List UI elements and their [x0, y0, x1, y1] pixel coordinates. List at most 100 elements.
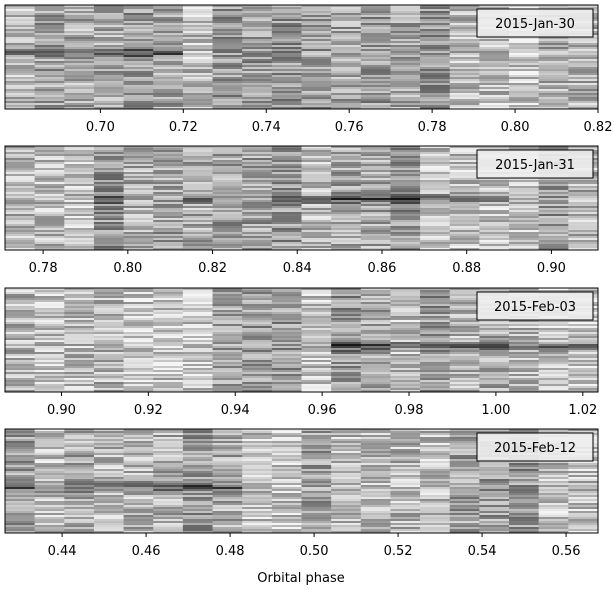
spectrum-pixel — [5, 467, 36, 470]
spectrum-pixel — [568, 382, 599, 385]
spectrum-pixel — [568, 39, 599, 42]
spectrum-pixel — [5, 344, 36, 347]
spectrum-pixel — [64, 529, 95, 532]
spectrum-pixel — [64, 324, 95, 327]
spectrum-pixel — [153, 9, 184, 12]
spectrum-pixel — [538, 53, 569, 56]
spectrum-pixel — [331, 77, 362, 80]
spectrum-pixel — [64, 67, 95, 70]
spectrum-pixel — [123, 11, 154, 14]
spectrum-pixel — [331, 360, 362, 363]
spectrum-pixel — [449, 467, 480, 470]
spectrum-pixel — [5, 290, 36, 293]
spectrum-pixel — [420, 296, 451, 299]
spectrum-pixel — [5, 318, 36, 321]
spectrum-pixel — [568, 467, 599, 470]
spectrum-pixel — [390, 105, 421, 108]
spectrum-pixel — [390, 322, 421, 325]
spectrum-pixel — [449, 334, 480, 337]
spectrum-pixel — [390, 296, 421, 299]
spectrum-pixel — [301, 453, 332, 456]
spectrum-pixel — [360, 465, 391, 468]
spectrum-pixel — [271, 190, 302, 193]
spectrum-pixel — [479, 320, 510, 323]
spectrum-pixel — [331, 158, 362, 161]
spectrum-pixel — [182, 238, 214, 241]
spectrum-pixel — [182, 304, 214, 307]
spectrum-pixel — [509, 489, 540, 492]
spectrum-pixel — [182, 443, 214, 446]
spectrum-pixel — [34, 479, 65, 482]
spectrum-pixel — [64, 374, 95, 377]
spectrum-pixel — [123, 358, 154, 361]
spectrum-pixel — [153, 473, 184, 476]
spectrum-pixel — [301, 312, 332, 315]
spectrum-pixel — [301, 507, 332, 510]
spectrum-pixel — [360, 17, 391, 20]
spectrum-pixel — [5, 366, 36, 369]
spectrum-pixel — [301, 439, 332, 442]
spectrum-pixel — [64, 5, 95, 8]
spectrum-pixel — [331, 459, 362, 462]
spectrum-pixel — [538, 376, 569, 379]
spectrum-pixel — [212, 328, 243, 331]
spectrum-pixel — [301, 443, 332, 446]
spectrum-pixel — [271, 15, 302, 18]
spectrum-pixel — [479, 148, 510, 151]
spectrum-pixel — [509, 525, 540, 528]
spectrum-pixel — [301, 244, 332, 247]
spectrum-pixel — [182, 507, 214, 510]
spectrum-pixel — [153, 71, 184, 74]
spectrum-pixel — [360, 188, 391, 191]
spectrum-pixel — [212, 11, 243, 14]
spectrum-pixel — [301, 71, 332, 74]
spectrum-pixel — [390, 523, 421, 526]
spectrum-pixel — [5, 433, 36, 436]
spectrum-pixel — [5, 246, 36, 249]
spectrum-pixel — [390, 192, 421, 195]
spectrum-pixel — [360, 222, 391, 225]
spectrum-pixel — [360, 354, 391, 357]
spectrum-pixel — [212, 372, 243, 375]
spectrum-pixel — [5, 312, 36, 315]
x-tick-label: 0.46 — [132, 544, 161, 559]
spectrum-pixel — [509, 479, 540, 482]
spectrum-pixel — [271, 449, 302, 452]
spectrum-pixel — [449, 318, 480, 321]
spectrum-pixel — [479, 324, 510, 327]
spectrum-pixel — [5, 39, 36, 42]
spectrum-pixel — [568, 210, 599, 213]
spectrum-pixel — [538, 200, 569, 203]
spectrum-pixel — [331, 101, 362, 104]
spectrum-pixel — [301, 487, 332, 490]
spectrum-pixel — [420, 459, 451, 462]
spectrum-pixel — [271, 296, 302, 299]
spectrum-pixel — [242, 314, 273, 317]
spectrum-pixel — [538, 358, 569, 361]
spectrum-pixel — [420, 509, 451, 512]
spectrum-pixel — [182, 69, 214, 72]
spectrum-pixel — [212, 27, 243, 30]
spectrum-pixel — [449, 13, 480, 16]
spectrum-pixel — [123, 41, 154, 44]
spectrum-pixel — [420, 178, 451, 181]
spectrum-pixel — [93, 525, 125, 528]
spectrum-pixel — [212, 63, 243, 66]
spectrum-pixel — [538, 206, 569, 209]
spectrum-pixel — [390, 21, 421, 24]
spectrum-pixel — [331, 9, 362, 12]
spectrum-pixel — [34, 208, 65, 211]
spectrum-pixel — [360, 37, 391, 40]
spectrum-pixel — [93, 240, 125, 243]
spectrum-pixel — [479, 487, 510, 490]
spectrum-pixel — [93, 23, 125, 26]
spectrum-pixel — [479, 236, 510, 239]
spectrum-pixel — [509, 83, 540, 86]
spectrum-pixel — [212, 314, 243, 317]
spectrum-pixel — [301, 332, 332, 335]
spectrum-pixel — [153, 17, 184, 20]
spectrum-pixel — [360, 499, 391, 502]
spectrum-pixel — [93, 491, 125, 494]
spectrum-pixel — [538, 232, 569, 235]
spectrum-pixel — [153, 479, 184, 482]
